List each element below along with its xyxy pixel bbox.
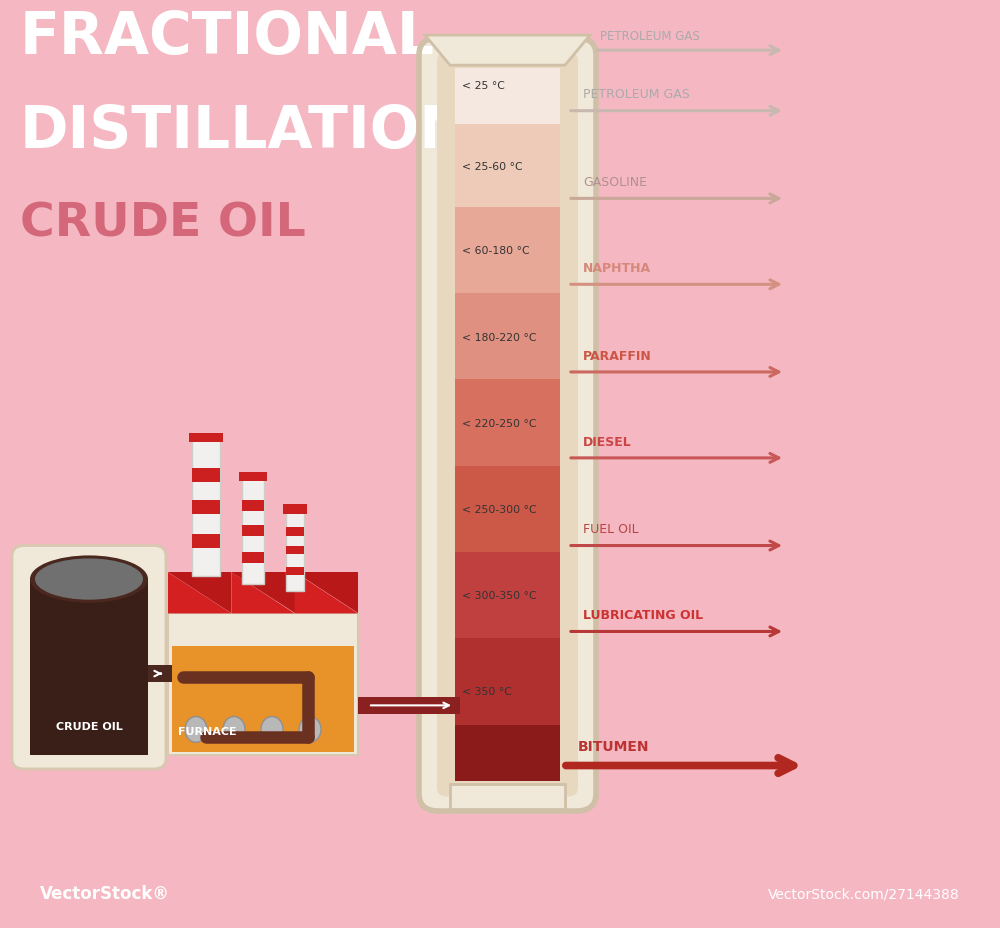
Bar bbox=[455, 208, 560, 293]
Ellipse shape bbox=[223, 716, 245, 742]
Bar bbox=[172, 647, 354, 752]
Ellipse shape bbox=[35, 559, 143, 600]
FancyBboxPatch shape bbox=[437, 53, 578, 796]
Text: < 25-60 °C: < 25-60 °C bbox=[462, 161, 523, 172]
Bar bbox=[455, 69, 560, 124]
Text: PETROLEUM GAS: PETROLEUM GAS bbox=[583, 88, 690, 101]
Bar bbox=[192, 439, 220, 576]
Ellipse shape bbox=[185, 716, 207, 742]
Polygon shape bbox=[168, 573, 231, 613]
Bar bbox=[242, 525, 264, 536]
Polygon shape bbox=[295, 573, 358, 613]
Bar bbox=[286, 528, 304, 536]
Bar bbox=[455, 380, 560, 467]
Text: < 300-350 °C: < 300-350 °C bbox=[462, 591, 537, 600]
FancyBboxPatch shape bbox=[419, 39, 596, 811]
Bar bbox=[189, 433, 223, 443]
Ellipse shape bbox=[30, 556, 148, 603]
Bar bbox=[242, 477, 264, 585]
Bar bbox=[242, 501, 264, 511]
Text: VectorStock.com/27144388: VectorStock.com/27144388 bbox=[768, 886, 960, 900]
Bar bbox=[192, 500, 220, 514]
Bar bbox=[192, 535, 220, 548]
Polygon shape bbox=[231, 573, 295, 613]
Text: FRACTIONAL: FRACTIONAL bbox=[20, 8, 435, 66]
Bar bbox=[286, 567, 304, 575]
FancyBboxPatch shape bbox=[12, 546, 166, 769]
Text: GASOLINE: GASOLINE bbox=[583, 176, 647, 188]
Text: LUBRICATING OIL: LUBRICATING OIL bbox=[583, 609, 703, 622]
Text: < 250-300 °C: < 250-300 °C bbox=[462, 505, 537, 515]
Text: FUEL OIL: FUEL OIL bbox=[583, 522, 639, 535]
Text: BITUMEN: BITUMEN bbox=[578, 740, 650, 754]
Text: DIESEL: DIESEL bbox=[583, 435, 632, 448]
Text: PETROLEUM GAS: PETROLEUM GAS bbox=[600, 30, 700, 43]
Text: PARAFFIN: PARAFFIN bbox=[583, 349, 652, 362]
Bar bbox=[358, 697, 460, 715]
Text: < 60-180 °C: < 60-180 °C bbox=[462, 246, 530, 255]
Text: < 350 °C: < 350 °C bbox=[462, 686, 512, 696]
Bar bbox=[239, 472, 267, 482]
Bar bbox=[242, 552, 264, 563]
Bar bbox=[455, 638, 560, 726]
Bar bbox=[283, 505, 307, 514]
Bar bbox=[455, 124, 560, 208]
Text: FURNACE: FURNACE bbox=[178, 727, 237, 737]
Bar bbox=[30, 579, 148, 755]
Text: DISTILLATION: DISTILLATION bbox=[20, 103, 469, 160]
Polygon shape bbox=[450, 784, 565, 809]
Bar bbox=[455, 553, 560, 638]
Text: < 220-250 °C: < 220-250 °C bbox=[462, 419, 536, 428]
Bar bbox=[286, 509, 304, 591]
Text: < 180-220 °C: < 180-220 °C bbox=[462, 332, 536, 342]
Bar bbox=[192, 469, 220, 483]
Polygon shape bbox=[168, 573, 231, 613]
Text: CRUDE OIL: CRUDE OIL bbox=[20, 201, 306, 247]
Bar bbox=[286, 547, 304, 555]
Text: VectorStock®: VectorStock® bbox=[40, 884, 170, 902]
Polygon shape bbox=[295, 573, 358, 613]
Bar bbox=[455, 467, 560, 553]
Ellipse shape bbox=[261, 716, 283, 742]
Bar bbox=[455, 293, 560, 380]
Polygon shape bbox=[425, 36, 590, 66]
Bar bbox=[168, 613, 358, 755]
Polygon shape bbox=[231, 573, 295, 613]
Ellipse shape bbox=[299, 716, 321, 742]
Text: CRUDE OIL: CRUDE OIL bbox=[56, 721, 122, 731]
Text: < 25 °C: < 25 °C bbox=[462, 81, 505, 91]
Bar bbox=[148, 665, 172, 682]
Text: NAPHTHA: NAPHTHA bbox=[583, 262, 651, 275]
Bar bbox=[455, 726, 560, 781]
